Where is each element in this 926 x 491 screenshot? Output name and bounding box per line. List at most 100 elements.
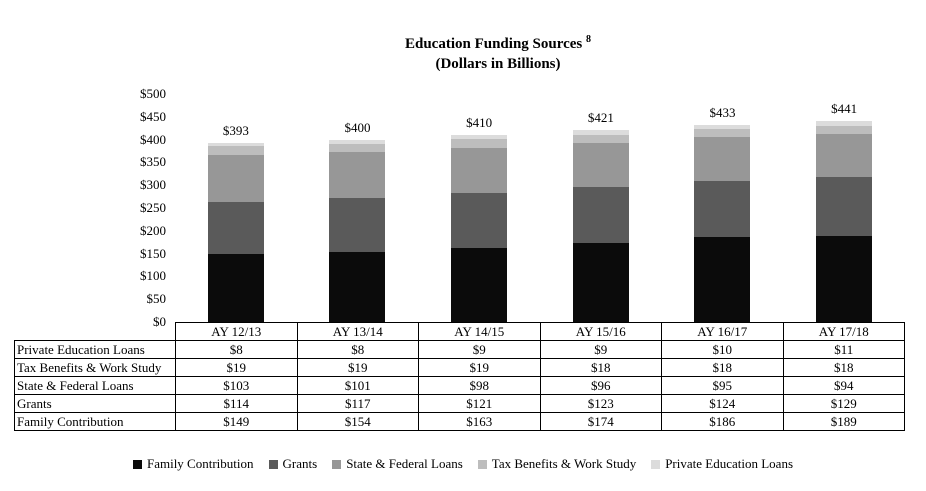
table-value-cell: $129 bbox=[782, 394, 905, 413]
bar-segment-state-federal-loans bbox=[816, 134, 873, 177]
bar-segment-tax-benefits-work-study bbox=[694, 129, 751, 138]
bar-segment-state-federal-loans bbox=[572, 142, 629, 187]
table-value-cell: $18 bbox=[661, 358, 784, 377]
bar-column: $433 bbox=[662, 94, 784, 322]
bar-segment-state-federal-loans bbox=[451, 147, 508, 193]
legend-item: Family Contribution bbox=[132, 456, 254, 472]
table-row-label: Tax Benefits & Work Study bbox=[14, 358, 176, 377]
bar-segment-state-federal-loans bbox=[329, 152, 386, 199]
legend-label: Grants bbox=[282, 456, 318, 471]
bar-segment-private-education-loans bbox=[572, 130, 629, 135]
table-value-cell: $19 bbox=[418, 358, 541, 377]
legend-item: Grants bbox=[268, 456, 318, 472]
bar-total-label: $441 bbox=[831, 100, 858, 116]
bar-segment-family-contribution bbox=[207, 254, 264, 322]
chart-title: Education Funding Sources 8 bbox=[70, 30, 926, 54]
category-header-cell: AY 16/17 bbox=[661, 322, 784, 341]
stacked-bar bbox=[816, 120, 873, 322]
bar-segment-private-education-loans bbox=[816, 120, 873, 126]
bar-segment-tax-benefits-work-study bbox=[207, 146, 264, 156]
bar-column: $441 bbox=[783, 94, 905, 322]
bar-segment-private-education-loans bbox=[329, 140, 386, 144]
bar-segment-tax-benefits-work-study bbox=[816, 125, 873, 135]
bar-segment-grants bbox=[816, 176, 873, 236]
bar-total-label: $421 bbox=[587, 110, 614, 126]
table-header-row: AY 12/13 AY 13/14 AY 14/15 AY 15/16 AY 16/17… bbox=[15, 322, 905, 341]
table-value-cell: $103 bbox=[175, 376, 298, 395]
category-header-cell: AY 17/18 bbox=[782, 322, 905, 341]
table-value-cell: $101 bbox=[296, 376, 419, 395]
bar-total-label: $433 bbox=[709, 104, 736, 120]
y-axis-tick: $350 bbox=[140, 154, 166, 170]
chart-subtitle: (Dollars in Billions) bbox=[435, 56, 561, 72]
table-row-label: Family Contribution bbox=[14, 412, 176, 431]
y-axis-tick: $100 bbox=[140, 268, 166, 284]
y-axis-tick: $50 bbox=[146, 291, 167, 307]
y-axis-tick: $400 bbox=[140, 131, 166, 147]
bar-segment-grants bbox=[694, 180, 751, 238]
table-value-cell: $149 bbox=[175, 412, 298, 431]
legend: Family Contribution Grants State & Federal… bbox=[0, 456, 926, 472]
table-value-cell: $96 bbox=[539, 376, 662, 395]
title-footnote-marker: 8 bbox=[586, 34, 592, 45]
legend-swatch-icon bbox=[132, 459, 142, 469]
table-value-cell: $18 bbox=[782, 358, 905, 377]
table-value-cell: $8 bbox=[296, 340, 419, 359]
legend-label: Family Contribution bbox=[146, 456, 254, 471]
data-table: AY 12/13 AY 13/14 AY 14/15 AY 15/16 AY 16/17… bbox=[14, 322, 905, 431]
table-value-cell: $19 bbox=[175, 358, 298, 377]
table-value-cell: $163 bbox=[418, 412, 541, 431]
table-value-cell: $117 bbox=[296, 394, 419, 413]
bar-segment-grants bbox=[207, 202, 264, 255]
bar-total-label: $393 bbox=[222, 122, 249, 138]
y-axis-tick: $250 bbox=[140, 200, 166, 215]
table-row-label: Private Education Loans bbox=[14, 340, 176, 359]
bar-segment-private-education-loans bbox=[207, 142, 264, 147]
y-axis-tick: $200 bbox=[140, 222, 166, 238]
table-value-cell: $114 bbox=[175, 394, 298, 413]
legend-item: Private Education Loans bbox=[651, 456, 793, 472]
category-header-cell: AY 14/15 bbox=[418, 322, 541, 341]
bar-segment-family-contribution bbox=[329, 251, 386, 322]
bar-column: $393 bbox=[175, 94, 297, 322]
table-value-cell: $123 bbox=[539, 394, 662, 413]
legend-label: Tax Benefits & Work Study bbox=[491, 456, 637, 471]
stacked-bar bbox=[207, 142, 264, 322]
bar-total-label: $400 bbox=[344, 120, 371, 136]
bar-column: $400 bbox=[297, 94, 419, 322]
table-value-cell: $98 bbox=[418, 376, 541, 395]
bar-segment-private-education-loans bbox=[451, 135, 508, 140]
legend-label: Private Education Loans bbox=[665, 456, 794, 471]
stacked-bar bbox=[694, 124, 751, 322]
table-value-cell: $18 bbox=[539, 358, 662, 377]
bar-segment-tax-benefits-work-study bbox=[572, 134, 629, 143]
legend-swatch-icon bbox=[268, 459, 278, 469]
table-value-cell: $186 bbox=[661, 412, 784, 431]
table-value-cell: $9 bbox=[418, 340, 541, 359]
table-row-label: State & Federal Loans bbox=[14, 376, 176, 395]
table-value-cell: $94 bbox=[782, 376, 905, 395]
y-axis-tick: $500 bbox=[140, 86, 166, 101]
y-axis-tick: $150 bbox=[140, 245, 166, 261]
bar-column: $410 bbox=[418, 94, 540, 322]
chart-title-block: Education Funding Sources 8 (Dollars in … bbox=[0, 30, 926, 74]
bar-segment-family-contribution bbox=[451, 247, 508, 322]
table-row: Tax Benefits & Work Study $19 $19 $19 $18 $18… bbox=[14, 358, 905, 377]
y-axis: $500 $450 $400 $350 $300 $250 $200 $150 $100 $50 $… bbox=[14, 86, 175, 329]
table-value-cell: $189 bbox=[782, 412, 905, 431]
table-corner-cell bbox=[15, 323, 176, 341]
table-value-cell: $9 bbox=[539, 340, 662, 359]
table-value-cell: $154 bbox=[296, 412, 419, 431]
category-header-cell: AY 12/13 bbox=[175, 322, 298, 341]
legend-swatch-icon bbox=[651, 459, 661, 469]
table-value-cell: $124 bbox=[661, 394, 784, 413]
bar-segment-family-contribution bbox=[816, 235, 873, 322]
bar-segment-grants bbox=[329, 198, 386, 252]
bar-segment-tax-benefits-work-study bbox=[329, 143, 386, 153]
bar-segment-family-contribution bbox=[572, 242, 629, 322]
bar-total-label: $410 bbox=[466, 115, 493, 131]
table-value-cell: $8 bbox=[175, 340, 298, 359]
table-value-cell: $121 bbox=[418, 394, 541, 413]
stacked-bar bbox=[451, 135, 508, 322]
